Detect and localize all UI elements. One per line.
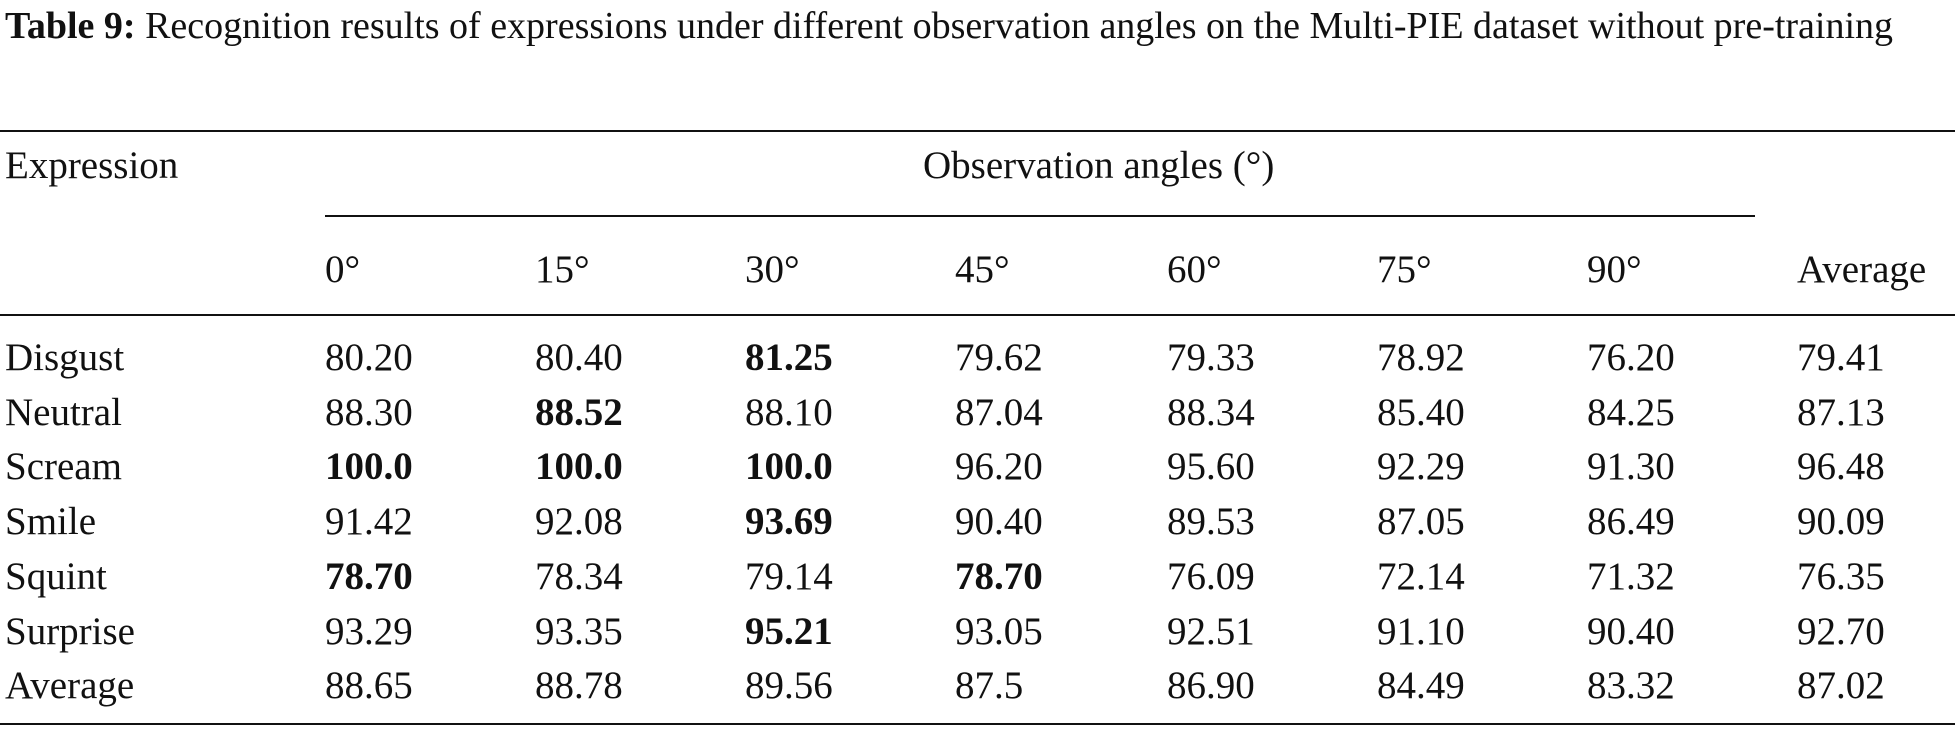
table-cell: 93.69: [745, 500, 833, 543]
table-cell: 91.30: [1587, 445, 1675, 488]
table-cell: 86.90: [1167, 664, 1255, 707]
top-rule: [0, 130, 1955, 132]
row-average: 87.02: [1797, 664, 1885, 707]
table-cell: 88.52: [535, 391, 623, 434]
caption-text: Recognition results of expressions under…: [135, 5, 1894, 47]
table-cell: 92.08: [535, 500, 623, 543]
table-cell: 88.78: [535, 664, 623, 707]
header-average: Average: [1797, 248, 1927, 291]
header-angle: 75°: [1377, 248, 1432, 291]
table-cell: 84.49: [1377, 664, 1465, 707]
row-label: Neutral: [5, 391, 122, 434]
table-cell: 90.40: [955, 500, 1043, 543]
table-cell: 88.30: [325, 391, 413, 434]
header-observation-angles: Observation angles (°): [923, 144, 1275, 187]
table-cell: 84.25: [1587, 391, 1675, 434]
table-cell: 93.29: [325, 610, 413, 653]
table-cell: 92.51: [1167, 610, 1255, 653]
table-cell: 91.10: [1377, 610, 1465, 653]
row-average: 96.48: [1797, 445, 1885, 488]
table-cell: 78.70: [955, 555, 1043, 598]
row-average: 87.13: [1797, 391, 1885, 434]
table-cell: 85.40: [1377, 391, 1465, 434]
table-cell: 92.29: [1377, 445, 1465, 488]
table-cell: 96.20: [955, 445, 1043, 488]
table-cell: 86.49: [1587, 500, 1675, 543]
table-cell: 95.21: [745, 610, 833, 653]
table-cell: 93.05: [955, 610, 1043, 653]
header-angle: 15°: [535, 248, 590, 291]
table-cell: 78.92: [1377, 336, 1465, 379]
table-cell: 72.14: [1377, 555, 1465, 598]
table-cell: 100.0: [325, 445, 413, 488]
table-cell: 78.70: [325, 555, 413, 598]
header-angle: 90°: [1587, 248, 1642, 291]
row-label: Squint: [5, 555, 107, 598]
table-cell: 95.60: [1167, 445, 1255, 488]
table-cell: 87.04: [955, 391, 1043, 434]
table-cell: 100.0: [535, 445, 623, 488]
row-label: Smile: [5, 500, 97, 543]
table-cell: 88.10: [745, 391, 833, 434]
table-cell: 90.40: [1587, 610, 1675, 653]
table-cell: 91.42: [325, 500, 413, 543]
header-angle: 0°: [325, 248, 361, 291]
table-cell: 78.34: [535, 555, 623, 598]
header-rule: [0, 314, 1955, 316]
row-label: Disgust: [5, 336, 125, 379]
table-cell: 83.32: [1587, 664, 1675, 707]
table-cell: 87.5: [955, 664, 1024, 707]
table-cell: 79.14: [745, 555, 833, 598]
bottom-rule: [0, 723, 1955, 725]
table-cell: 81.25: [745, 336, 833, 379]
table-cell: 80.20: [325, 336, 413, 379]
row-label: Scream: [5, 445, 122, 488]
row-average: 92.70: [1797, 610, 1885, 653]
table-cell: 93.35: [535, 610, 623, 653]
table-cell: 76.09: [1167, 555, 1255, 598]
table-cell: 89.53: [1167, 500, 1255, 543]
row-average: 76.35: [1797, 555, 1885, 598]
header-angle: 45°: [955, 248, 1010, 291]
table-cell: 79.62: [955, 336, 1043, 379]
row-label: Surprise: [5, 610, 135, 653]
header-angle: 60°: [1167, 248, 1222, 291]
table-cell: 100.0: [745, 445, 833, 488]
row-average: 79.41: [1797, 336, 1885, 379]
angles-group-rule: [325, 215, 1755, 217]
row-label: Average: [5, 664, 135, 707]
table-cell: 76.20: [1587, 336, 1675, 379]
table-cell: 71.32: [1587, 555, 1675, 598]
table-caption: Table 9: Recognition results of expressi…: [5, 2, 1950, 50]
table-cell: 79.33: [1167, 336, 1255, 379]
table-cell: 87.05: [1377, 500, 1465, 543]
table-cell: 89.56: [745, 664, 833, 707]
table-cell: 88.34: [1167, 391, 1255, 434]
row-average: 90.09: [1797, 500, 1885, 543]
header-angle: 30°: [745, 248, 800, 291]
header-expression: Expression: [5, 144, 179, 187]
table-cell: 80.40: [535, 336, 623, 379]
table-cell: 88.65: [325, 664, 413, 707]
caption-label: Table 9:: [5, 5, 136, 47]
